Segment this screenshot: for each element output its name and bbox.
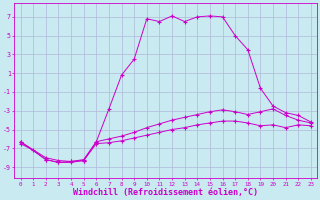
- X-axis label: Windchill (Refroidissement éolien,°C): Windchill (Refroidissement éolien,°C): [73, 188, 258, 197]
